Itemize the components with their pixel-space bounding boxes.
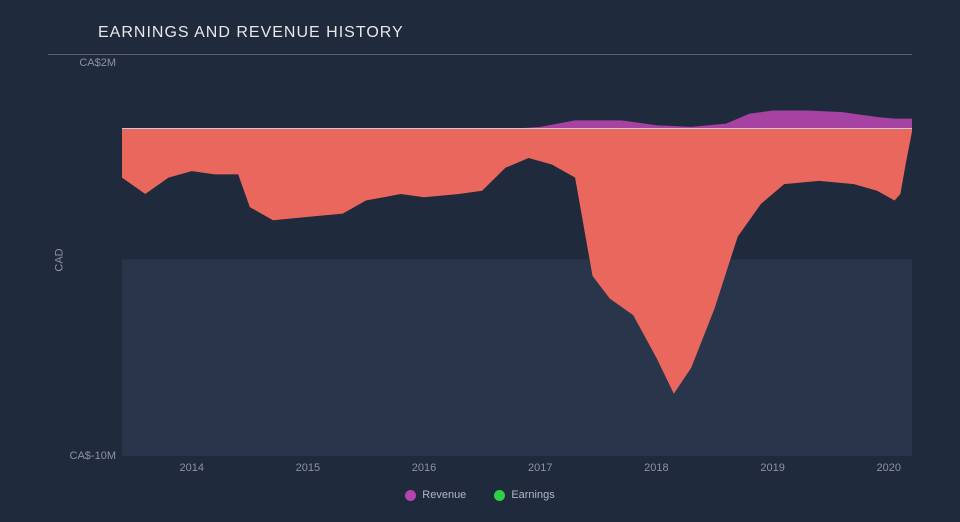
y-tick-label: CA$2M xyxy=(79,57,116,69)
x-tick-label: 2015 xyxy=(296,462,320,474)
y-tick-label: CA$-10M xyxy=(70,450,116,462)
x-tick-label: 2014 xyxy=(179,462,203,474)
chart-title: EARNINGS AND REVENUE HISTORY xyxy=(48,24,912,42)
x-tick-label: 2017 xyxy=(528,462,552,474)
legend-label: Revenue xyxy=(422,489,466,501)
y-axis-label: CAD xyxy=(54,248,66,271)
x-tick-label: 2020 xyxy=(877,462,901,474)
x-axis: 2014 2015 2016 2017 2018 2019 2020 xyxy=(122,456,912,484)
title-row: EARNINGS AND REVENUE HISTORY xyxy=(48,24,912,55)
x-tick-label: 2018 xyxy=(644,462,668,474)
legend: Revenue Earnings xyxy=(48,484,912,506)
legend-item-revenue: Revenue xyxy=(405,489,466,501)
y-axis: CAD CA$2MCA$-10M xyxy=(48,63,122,456)
legend-label: Earnings xyxy=(511,489,554,501)
revenue-swatch-icon xyxy=(405,490,416,501)
x-tick-label: 2019 xyxy=(760,462,784,474)
legend-item-earnings: Earnings xyxy=(494,489,554,501)
chart-svg xyxy=(122,63,912,456)
plot-area xyxy=(122,63,912,456)
earnings-swatch-icon xyxy=(494,490,505,501)
chart-container: EARNINGS AND REVENUE HISTORY CAD CA$2MCA… xyxy=(0,0,960,522)
x-tick-label: 2016 xyxy=(412,462,436,474)
chart-body: CAD CA$2MCA$-10M xyxy=(48,63,912,456)
